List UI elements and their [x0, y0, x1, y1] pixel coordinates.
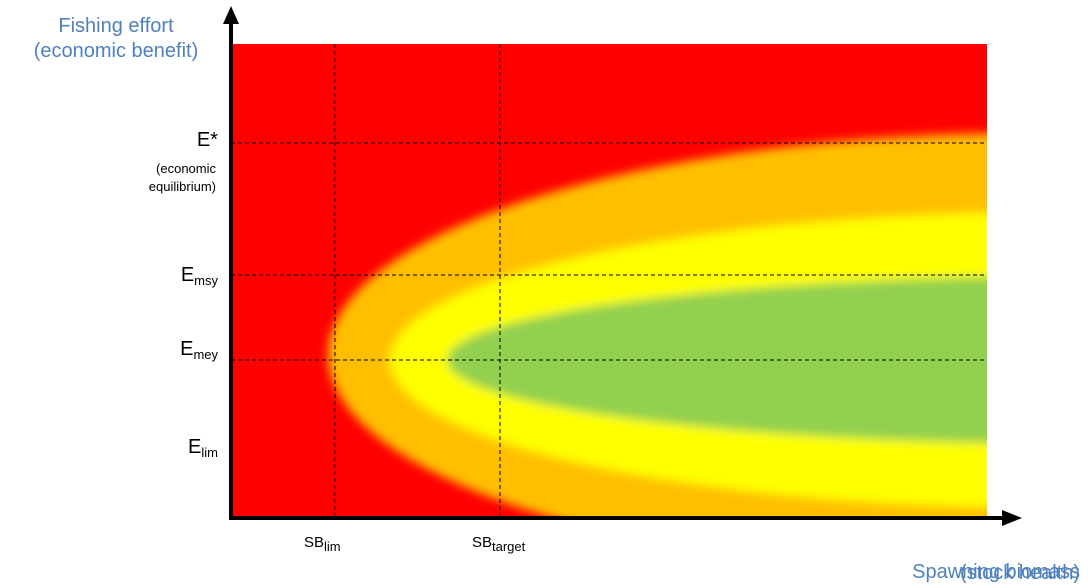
x-axis-title-line2: (stock health) [959, 562, 1080, 584]
e-msy-main: E [180, 264, 195, 286]
x-axis-title: Spawning biomass [912, 560, 1080, 585]
x-axis-title-line1: Spawning biomass [912, 561, 1080, 583]
y-axis-title-line1: Fishing effort [58, 15, 174, 37]
e-mey-main: E [180, 338, 194, 360]
e-lim-label: Elim [188, 436, 218, 460]
x-axis-arrow [1002, 510, 1022, 526]
sb-target-label: SBtarget [472, 534, 525, 554]
e-msy-sub: msy [194, 273, 218, 288]
sb-lim-label: SBlim [304, 534, 341, 554]
sb-lim-main: SB [304, 534, 325, 551]
sb-target-sub: target [492, 539, 526, 554]
sb-lim-sub: lim [324, 539, 341, 554]
sb-target-main: SB [472, 534, 493, 551]
y-axis-title-line2: (economic benefit) [33, 40, 199, 62]
e-star-label: E* [197, 129, 218, 152]
zones-group [231, 44, 987, 518]
axes [223, 6, 1022, 526]
e-star-note: (economic equilibrium) [149, 160, 216, 196]
y-axis-title: Fishing effort (economic benefit) [16, 14, 216, 64]
e-mey-sub: mey [193, 347, 218, 362]
e-mey-label: Emey [180, 338, 218, 362]
e-star-text: E* [196, 129, 218, 151]
x-axis-title-second: (stock health) [960, 533, 1080, 586]
e-star-note-line1: (economic [156, 161, 216, 176]
y-axis-arrow [223, 6, 239, 24]
e-msy-label: Emsy [181, 264, 218, 288]
e-star-note-line2: equilibrium) [148, 179, 216, 194]
e-lim-sub: lim [201, 445, 218, 460]
e-lim-main: E [188, 436, 202, 458]
